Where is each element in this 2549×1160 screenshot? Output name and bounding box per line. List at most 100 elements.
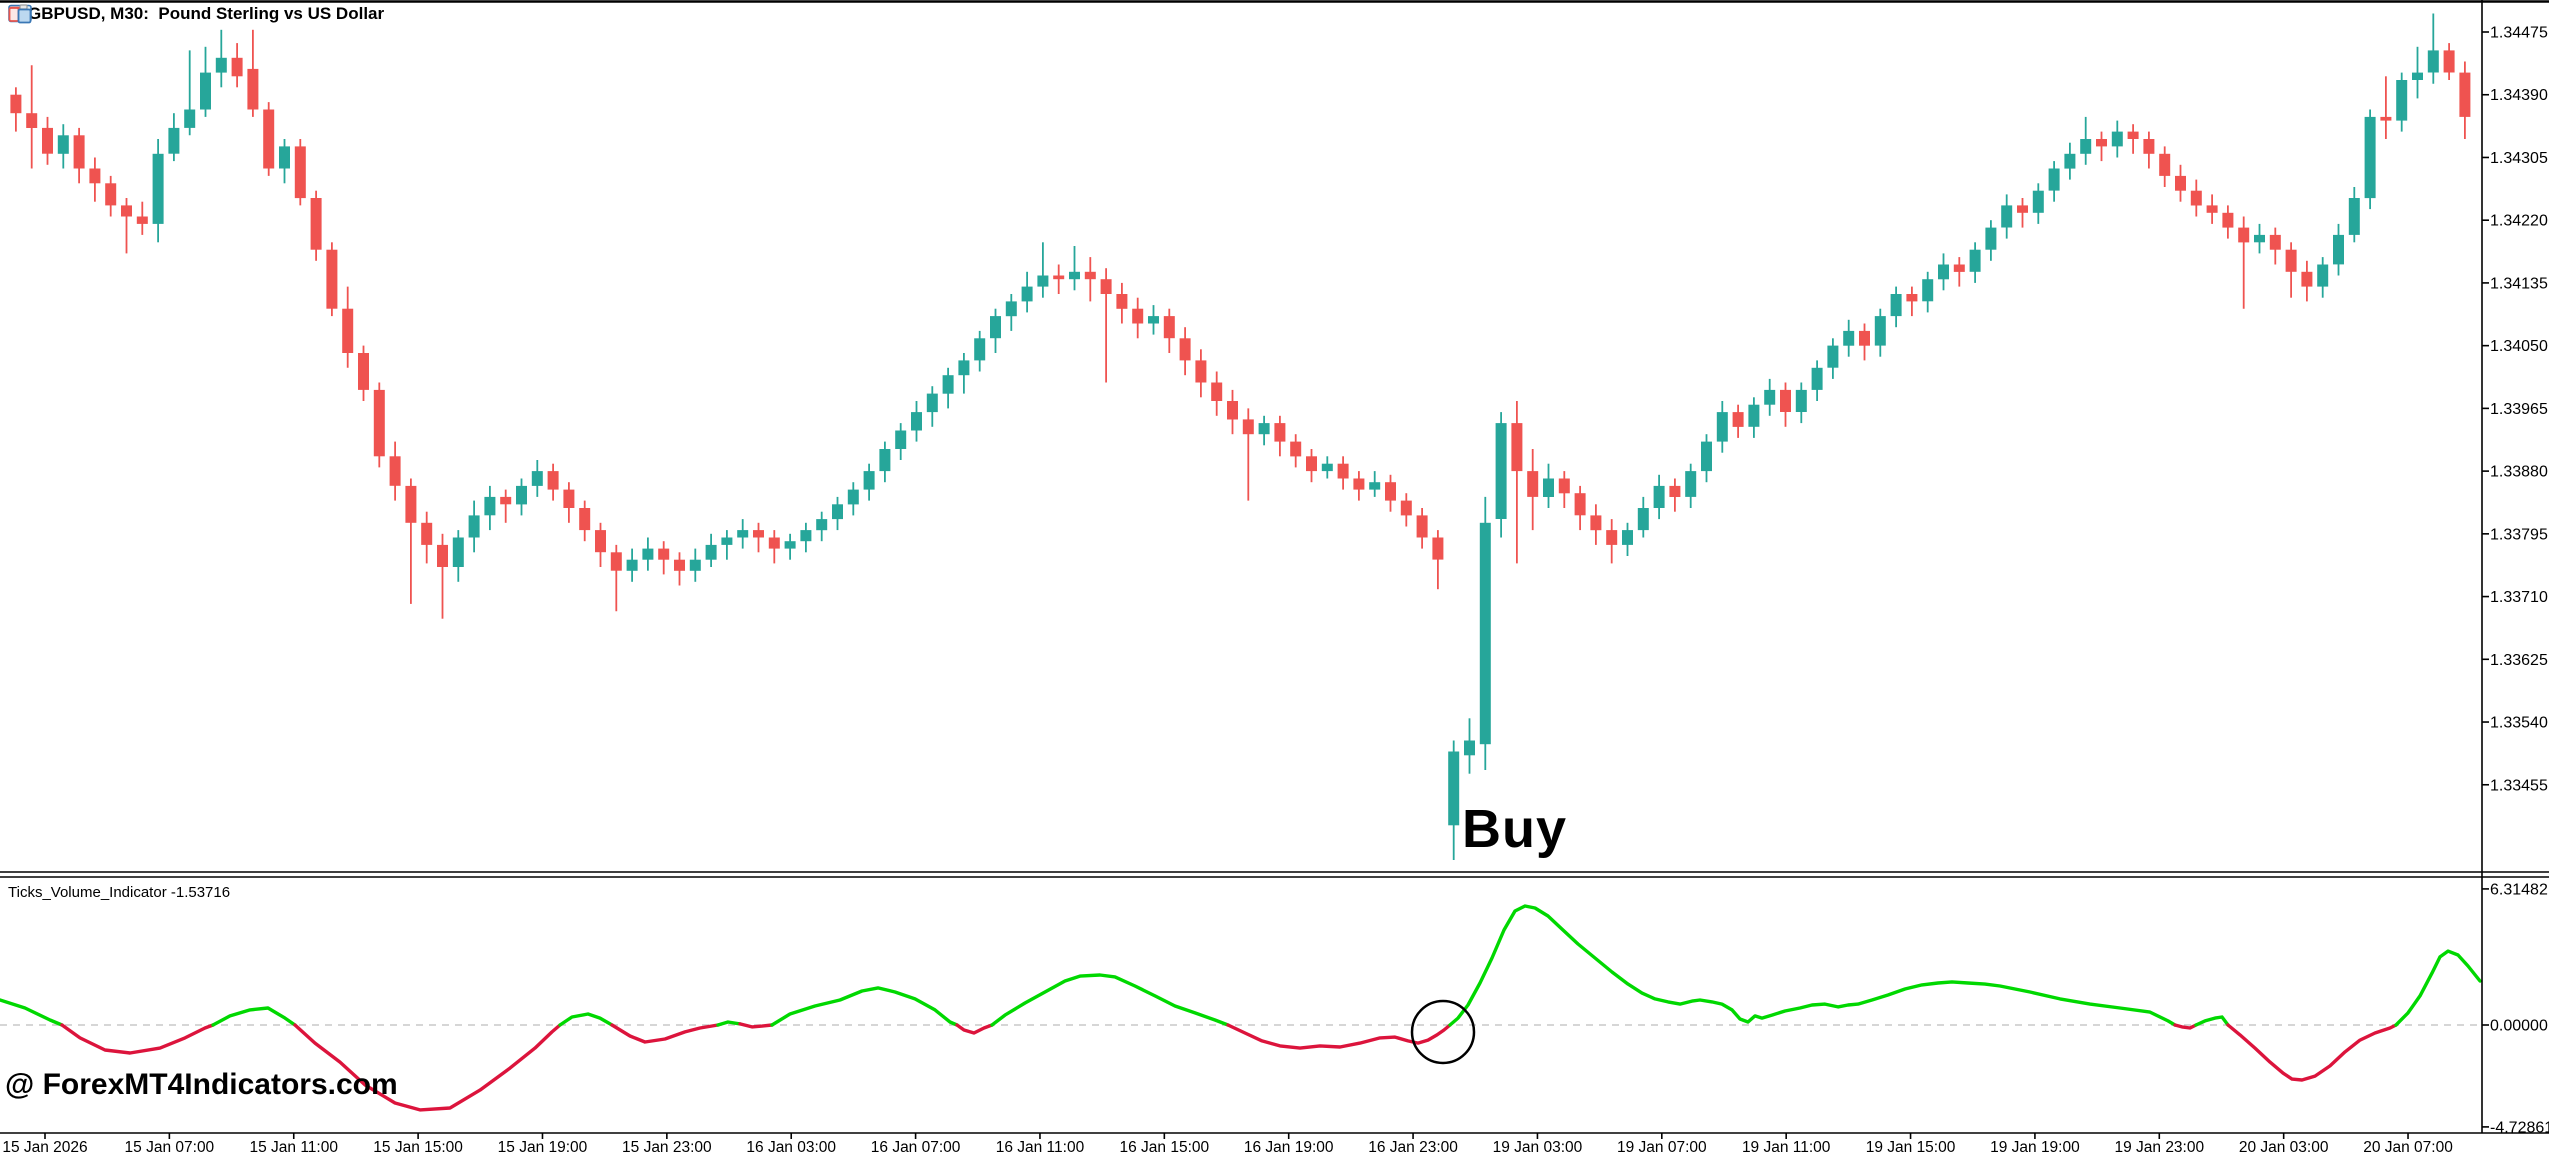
indicator-segment-up	[0, 998, 64, 1027]
bear-candle	[579, 508, 591, 531]
bear-candle	[1290, 441, 1302, 457]
price-tick-label: 1.34475	[2490, 25, 2548, 42]
indicator-segment-down	[60, 1023, 215, 1055]
time-tick-label: 15 Jan 07:00	[125, 1139, 215, 1156]
price-tick-label: 1.33625	[2490, 652, 2548, 669]
indicator-segment-down	[2173, 1023, 2198, 1030]
bear-candle	[768, 537, 780, 549]
bull-candle	[990, 316, 1001, 339]
time-tick-label: 19 Jan 19:00	[1990, 1139, 2080, 1156]
bull-candle	[2064, 153, 2076, 169]
time-tick-label: 16 Jan 19:00	[1244, 1139, 1334, 1156]
bear-candle	[1953, 264, 1965, 272]
bull-candle	[832, 504, 843, 520]
bull-candle	[2412, 72, 2423, 80]
bear-candle	[1116, 294, 1128, 309]
bull-candle	[2048, 168, 2060, 191]
bull-candle	[1716, 412, 1728, 442]
bull-candle	[1543, 478, 1554, 497]
bull-candle	[152, 153, 164, 224]
time-tick-label: 15 Jan 11:00	[249, 1139, 338, 1156]
bear-candle	[2285, 249, 2297, 272]
time-tick-label: 16 Jan 07:00	[871, 1139, 961, 1156]
bear-candle	[658, 548, 670, 560]
indicator-segment-down	[1226, 1023, 1452, 1050]
indicator-tick-label: 0.00000	[2490, 1018, 2548, 1035]
indicator-segment-up	[1448, 904, 2177, 1027]
bear-candle	[1859, 330, 1870, 346]
time-tick-label: 20 Jan 03:00	[2239, 1139, 2329, 1156]
bull-candle	[516, 485, 527, 505]
bear-candle	[595, 530, 606, 553]
bull-candle	[721, 537, 733, 545]
bull-candle	[737, 530, 749, 538]
indicator-line-series	[0, 904, 2482, 1112]
time-tick-label: 20 Jan 07:00	[2363, 1139, 2453, 1156]
bull-candle	[1464, 740, 1475, 756]
bear-candle	[1227, 401, 1238, 420]
indicator-tick-label: -4.72861	[2490, 1119, 2549, 1136]
bull-candle	[1369, 482, 1381, 490]
indicator-tick-label: 6.31482	[2490, 881, 2548, 898]
bull-candle	[1479, 522, 1491, 745]
bull-candle	[784, 541, 796, 549]
bear-candle	[1511, 423, 1523, 472]
bull-candle	[863, 471, 875, 490]
bull-candle	[1448, 751, 1460, 826]
bear-candle	[2127, 131, 2139, 139]
bull-candle	[1985, 227, 1997, 250]
bear-candle	[1306, 456, 1317, 472]
bear-candle	[42, 127, 53, 154]
bull-candle	[1795, 389, 1807, 412]
bear-candle	[1669, 485, 1681, 497]
chart-titlebar: GBPUSD, M30: Pound Sterling vs US Dollar	[8, 4, 384, 24]
time-tick-label: 16 Jan 15:00	[1120, 1139, 1210, 1156]
bear-candle	[674, 559, 685, 571]
bull-candle	[1637, 508, 1649, 531]
price-axis: 1.34475 1.34390 1.34305 1.34220 1.34135 1.340…	[2482, 25, 2548, 794]
indicator-segment-up	[990, 973, 1230, 1027]
bear-candle	[1274, 423, 1286, 442]
bear-candle	[1732, 412, 1744, 427]
bull-candle	[958, 360, 970, 376]
time-tick-label: 16 Jan 03:00	[746, 1139, 836, 1156]
bear-candle	[1337, 463, 1349, 479]
bull-candle	[468, 515, 480, 538]
bear-candle	[1527, 471, 1539, 497]
signal-circle-annotation	[1410, 999, 1476, 1065]
time-tick-label: 19 Jan 15:00	[1866, 1139, 1956, 1156]
bull-candle	[626, 559, 638, 571]
indicator-segment-up	[2394, 949, 2482, 1027]
bull-candle	[895, 430, 907, 449]
price-tick-label: 1.34305	[2490, 150, 2548, 167]
bull-candle	[1653, 485, 1665, 508]
bear-candle	[310, 198, 322, 250]
watermark: @ ForexMT4Indicators.com	[5, 1068, 398, 1101]
time-tick-label: 19 Jan 03:00	[1493, 1139, 1583, 1156]
bull-candle	[1843, 330, 1855, 346]
bear-candle	[1179, 338, 1191, 361]
time-tick-label: 19 Jan 23:00	[2114, 1139, 2204, 1156]
bull-candle	[847, 489, 859, 505]
bull-candle	[531, 471, 543, 486]
bear-candle	[136, 216, 148, 224]
bear-candle	[105, 183, 117, 206]
bear-candle	[2206, 205, 2218, 213]
bull-candle	[911, 412, 922, 431]
bull-candle	[279, 146, 290, 169]
price-tick-label: 1.34050	[2490, 338, 2548, 355]
price-tick-label: 1.34135	[2490, 275, 2548, 292]
bear-candle	[1385, 482, 1396, 501]
bear-candle	[294, 146, 306, 199]
bull-candle	[57, 135, 69, 154]
time-tick-label: 19 Jan 11:00	[1742, 1139, 1831, 1156]
bull-candle	[1890, 294, 1902, 317]
bear-candle	[389, 456, 401, 486]
bull-candle	[2032, 190, 2044, 213]
bear-candle	[1416, 515, 1428, 538]
bear-candle	[1163, 316, 1175, 339]
bear-candle	[1242, 419, 1254, 435]
bear-candle	[1432, 537, 1444, 560]
